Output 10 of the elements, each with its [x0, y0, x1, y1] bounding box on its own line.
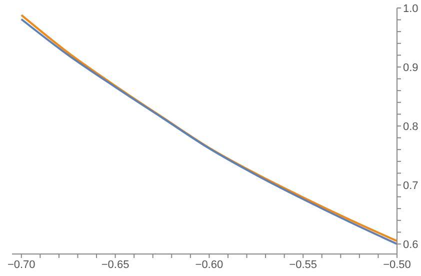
- y-tick-label: 0.6: [403, 238, 418, 251]
- y-tick-label: 0.7: [403, 180, 418, 192]
- x-tick-label: −0.50: [383, 258, 411, 271]
- x-tick-label: −0.55: [289, 258, 318, 271]
- y-tick-label: 0.9: [403, 62, 418, 74]
- x-tick-label: −0.70: [7, 258, 36, 271]
- y-tick-label: 0.8: [403, 120, 418, 133]
- x-tick-label: −0.65: [101, 258, 130, 271]
- x-tick-label: −0.60: [195, 258, 224, 271]
- y-tick-label: 1.0: [403, 2, 418, 15]
